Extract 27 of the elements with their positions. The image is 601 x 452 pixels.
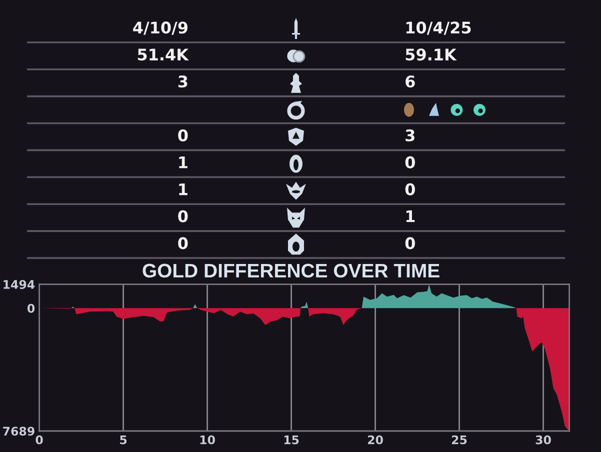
x-tick-label: 20 [368,435,383,444]
text: 0 [405,183,415,196]
x-tick-label: 15 [284,436,299,444]
text: 10/4/25 [406,22,471,35]
text: 4/10/9 [133,22,188,35]
x-tick-label: 25 [452,435,467,444]
text: 1 [406,210,415,222]
x-tick-label: 30 [536,435,551,444]
text: 51.4K [138,48,189,61]
y-tick-label: 0 [27,304,35,313]
text: 1 [179,156,188,168]
y-tick-label: 1494 [4,280,35,289]
y-tick-label: 7689 [3,426,34,436]
x-tick-label: 10 [200,435,215,444]
text: 0 [178,129,188,142]
text: 3 [406,129,414,142]
chart-title: GOLD DIFFERENCE OVER TIME [142,264,440,278]
text: 1 [179,183,188,196]
x-tick-label: 0 [36,435,43,444]
text: 59.1K [406,48,457,61]
text: 6 [406,75,415,88]
text: 0 [178,237,188,250]
text: 3 [178,75,188,88]
text: 0 [405,237,415,250]
x-tick-label: 5 [120,436,127,444]
text: 0 [178,210,188,222]
text: 0 [405,156,415,168]
